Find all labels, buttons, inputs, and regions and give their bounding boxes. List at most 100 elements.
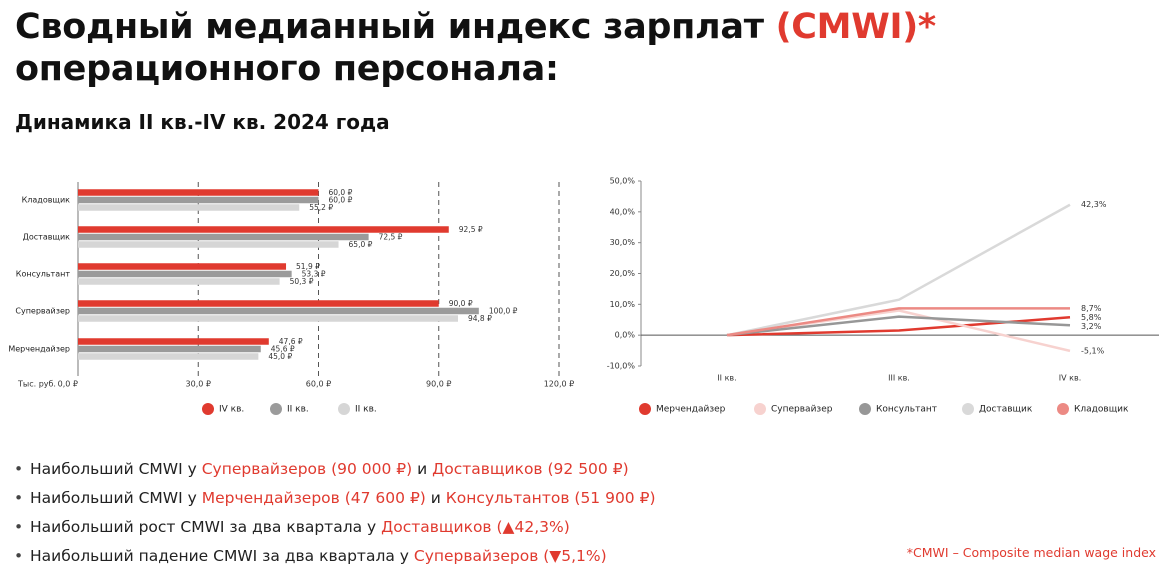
bar [78,345,261,353]
legend-label: Супервайзер [771,405,833,415]
legend-label: II кв. [287,405,309,415]
findings-list: • Наибольший CMWI у Супервайзеров (90 000… [14,455,656,571]
legend-marker [338,403,350,415]
end-value-label: 8,7% [1081,304,1102,313]
legend-marker [202,403,214,415]
bar-value-label: 50,3 ₽ [290,277,314,286]
bullet-marker: • [14,460,24,478]
legend-label: Доставщик [979,405,1033,415]
series-line [726,203,1071,337]
x-tick-label: III кв. [888,374,910,383]
end-value-label: 3,2% [1081,322,1102,331]
bar [78,315,458,322]
bar-value-label: 72,5 ₽ [379,233,403,242]
page-title: Сводный медианный индекс зарплат (CMWI)*… [15,6,1115,90]
finding-highlight: Мерчендайзеров (47 600 ₽) [201,489,426,507]
bar-value-label: 65,0 ₽ [349,240,373,249]
footnote: *CMWI – Composite median wage index [906,545,1156,560]
x-tick-label: II кв. [717,374,736,383]
bar [78,353,259,360]
bullet-marker: • [14,518,24,536]
bar-value-label: 60,0 ₽ [329,188,353,197]
bar-chart: 0,0 ₽ 30,0 ₽ 60,0 ₽ 90,0 ₽ 120,0 ₽ Тыс. руб. К… [8,182,575,415]
x-tick-label: 120,0 ₽ [544,380,575,389]
category-label: Мерчендайзер [8,345,70,354]
bar-value-label: 92,5 ₽ [459,225,483,234]
finding-item: • Наибольший рост CMWI за два квартала у … [14,513,656,542]
line-chart: -10,0% 0,0% 10,0% 20,0% 30,0% 40,0% 50,0% II кв… [607,177,1159,415]
category-label: Кладовщик [22,196,71,205]
bar [78,196,319,204]
category-label: Супервайзер [15,307,70,316]
x-tick-label: 30,0 ₽ [186,380,211,389]
bar [78,278,280,285]
x-tick-label: 0,0 ₽ [58,380,78,389]
bar-value-label: 47,6 ₽ [279,337,303,346]
bar-value-label: 55,2 ₽ [309,203,333,212]
x-tick-label: 90,0 ₽ [426,380,451,389]
legend-marker [754,403,766,415]
bar-value-label: 100,0 ₽ [489,307,518,316]
bar-value-label: 90,0 ₽ [449,299,473,308]
x-tick-label: 60,0 ₽ [306,380,331,389]
bar-value-label: 60,0 ₽ [329,196,353,205]
y-tick-label: 10,0% [610,300,636,309]
legend-marker [639,403,651,415]
x-tick-label: IV кв. [1059,374,1081,383]
bar [78,226,449,233]
unit-label: Тыс. руб. [17,380,56,389]
bullet-marker: • [14,489,24,507]
bar [78,263,287,270]
bar-value-label: 45,0 ₽ [268,352,292,361]
bar [78,307,479,315]
y-tick-label: 40,0% [610,207,636,216]
end-value-label: -5,1% [1081,346,1105,355]
category-label: Доставщик [23,233,71,242]
finding-highlight: Доставщиков (92 500 ₽) [432,460,629,478]
y-tick-label: -10,0% [607,362,636,371]
finding-text: и [425,489,446,507]
bar-value-label: 53,3 ₽ [302,270,326,279]
legend-label: Мерчендайзер [656,405,726,415]
bar [78,300,439,307]
finding-text: Наибольший рост CMWI за два квартала у [30,518,382,536]
bar-value-label: 45,6 ₽ [271,345,295,354]
legend-marker [859,403,871,415]
series-line [726,315,1071,337]
end-value-label: 5,8% [1081,313,1102,322]
end-value-label: 42,3% [1081,200,1107,209]
legend-label: IV кв. [219,405,244,415]
y-tick-label: 0,0% [615,331,636,340]
finding-text: и [412,460,433,478]
title-part2: операционного персонала: [15,49,559,89]
legend-marker [1057,403,1069,415]
finding-text: Наибольший CMWI у [30,460,202,478]
finding-item: • Наибольший CMWI у Мерчендайзеров (47 60… [14,484,656,513]
legend-label: II кв. [355,405,377,415]
finding-item: • Наибольший CMWI у Супервайзеров (90 000… [14,455,656,484]
bar [78,233,369,241]
legend-marker [270,403,282,415]
bar [78,338,269,345]
legend-label: Кладовщик [1074,405,1129,415]
category-label: Консультант [16,270,71,279]
page-subtitle: Динамика II кв.-IV кв. 2024 года [15,110,390,134]
bar [78,189,319,196]
bar-value-label: 94,8 ₽ [468,314,492,323]
bar [78,241,339,248]
finding-highlight: Доставщиков (▲42,3%) [381,518,570,536]
title-accent: (CMWI)* [775,7,937,47]
legend-marker [962,403,974,415]
legend-label: Консультант [876,405,937,415]
finding-highlight: Супервайзеров (90 000 ₽) [201,460,413,478]
y-tick-label: 20,0% [610,269,636,278]
bar [78,204,300,211]
finding-highlight: Консультантов (51 900 ₽) [445,489,656,507]
finding-text: Наибольший CMWI у [30,489,202,507]
finding-highlight: Супервайзеров (▼5,1%) [413,547,607,565]
y-tick-label: 50,0% [610,177,636,186]
bullet-marker: • [14,547,24,565]
bar [78,270,292,278]
finding-text: Наибольший падение CMWI за два квартала … [30,547,414,565]
bar-value-label: 51,9 ₽ [296,262,320,271]
